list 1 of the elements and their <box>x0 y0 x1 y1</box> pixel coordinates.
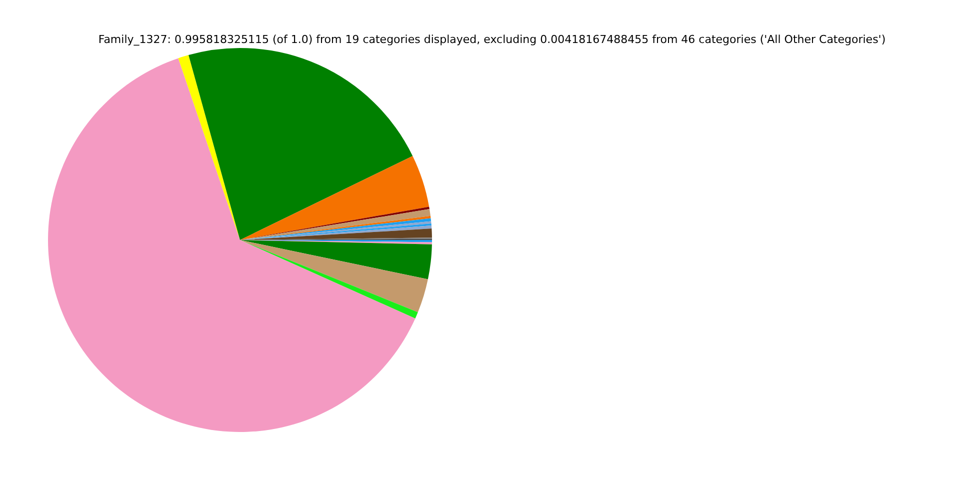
text: Family_1327: 0.995818325115 (of 1.0) from 19 categories displayed, excluding 0.00418167488455 from 46 categories ('All Other Categories') <box>97 33 887 46</box>
